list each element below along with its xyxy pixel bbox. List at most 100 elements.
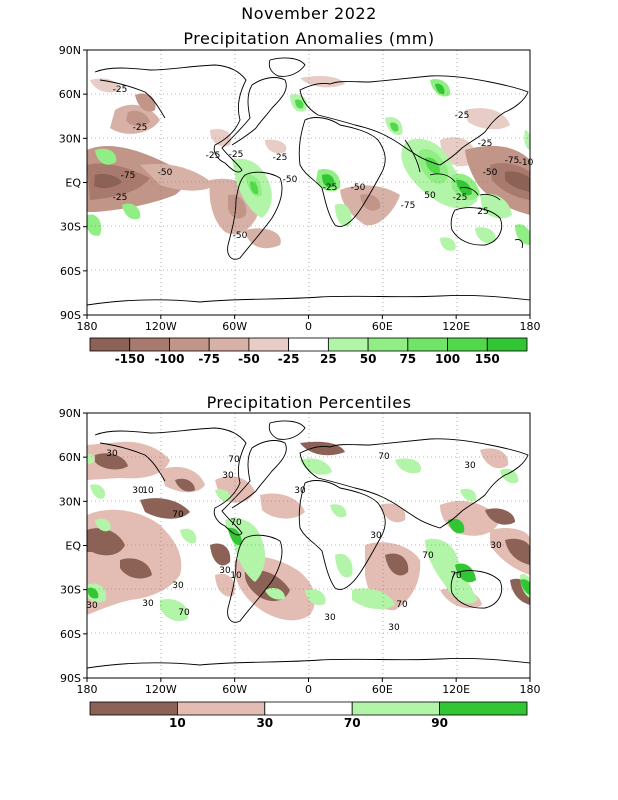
map1-lat-label-2: 30N [59, 132, 81, 145]
percentile-contour-label: 30 [294, 486, 306, 496]
map1-lat-label-1: 60N [59, 88, 81, 101]
coastlines [87, 57, 530, 306]
percentile-contour-label: 30 [490, 541, 502, 551]
percentile-colorbar-tick-label: 30 [256, 716, 273, 730]
percentile-contour-label: 30 [219, 566, 231, 576]
anomaly-colorbar-tick-label: -75 [198, 352, 220, 366]
month-title: November 2022 [241, 4, 377, 23]
percentile-colorbar-color-swatch [89, 701, 178, 716]
anomaly-contour-label: -25 [453, 193, 468, 203]
map1-lat-label-4: 30S [60, 221, 81, 234]
anomaly-contour-label: -50 [233, 231, 248, 241]
anomaly-contour-label: 50 [424, 191, 436, 201]
anomaly-colorbar-color-swatch [169, 337, 210, 352]
anomaly-colorbar-color-swatch [407, 337, 448, 352]
anomaly-colorbar-tick-label: -25 [278, 352, 300, 366]
anomaly-colorbar-color-swatch [208, 337, 250, 352]
percentile-contour-label: 10 [230, 571, 242, 581]
percentile-contour-label: 70 [230, 518, 242, 528]
percentile-contour-label: 30 [86, 601, 98, 611]
map1-lon-label-0: 180 [77, 320, 98, 333]
anomaly-colorbar-color-swatch [367, 337, 409, 352]
grid [87, 50, 530, 315]
anomaly-colorbar-tick-label: -150 [115, 352, 145, 366]
grid [87, 413, 530, 678]
anomaly-contour-label: -25 [113, 85, 128, 95]
coastlines [87, 420, 530, 669]
anomaly-contour-label: -50 [483, 168, 498, 178]
map2-lon-label-1: 120W [145, 683, 177, 696]
anomaly-contour-label: -25 [229, 150, 244, 160]
map2-lon-label-6: 180 [520, 683, 541, 696]
percentile-contour-label: 30 [388, 623, 400, 633]
percentile-contour-label: 30 [172, 581, 184, 591]
map2-lon-label-2: 60W [222, 683, 247, 696]
percentile-contour-label: 30 [222, 471, 234, 481]
anomaly-contour-label: -75 [121, 171, 136, 181]
map2-lon-label-0: 180 [77, 683, 98, 696]
map1-title: Precipitation Anomalies (mm) [183, 29, 435, 48]
percentile-colorbar-color-swatch [176, 701, 266, 716]
percentile-contour-label: 70 [378, 452, 390, 462]
anomaly-contour-label: -50 [351, 183, 366, 193]
anomaly-contour-label: -25 [455, 111, 470, 121]
anomaly-contour-label: -25 [478, 139, 493, 149]
percentile-contour-label: 30 [464, 461, 476, 471]
anomaly-colorbar-tick-label: 25 [320, 352, 337, 366]
map2-lat-label-2: 30N [59, 495, 81, 508]
percentile-contour-label: 10 [142, 486, 154, 496]
anomaly-colorbar-tick-label: 100 [435, 352, 460, 366]
percentile-colorbar-color-swatch [351, 701, 441, 716]
percentile-colorbar-color-swatch [264, 701, 353, 716]
percentile-contour-label: 70 [228, 455, 240, 465]
map1-lon-label-4: 60E [372, 320, 393, 333]
anomaly-colorbar-tick-label: -100 [154, 352, 184, 366]
anomaly-contour-label: -75 [505, 156, 520, 166]
percentile-map: 3030707030103070307030701030307070303030… [59, 407, 541, 730]
anomaly-colorbar-color-swatch [447, 337, 488, 352]
percentile-contour-label: 30 [324, 613, 336, 623]
percentile-contour-label: 70 [396, 600, 408, 610]
anomaly-colorbar-tick-label: 50 [360, 352, 377, 366]
map1-lat-label-3: EQ [65, 177, 81, 190]
map1-lon-label-1: 120W [145, 320, 177, 333]
map2-lon-label-4: 60E [372, 683, 393, 696]
anomaly-shading [87, 76, 530, 251]
anomaly-colorbar-color-swatch [288, 337, 329, 352]
map1-lon-label-5: 120E [442, 320, 470, 333]
anomaly-contour-label: -10 [519, 158, 534, 168]
anomaly-contour-label: -25 [133, 123, 148, 133]
percentile-shading [87, 441, 530, 678]
anomaly-contour-label: -50 [283, 175, 298, 185]
anomaly-contour-label: -75 [401, 201, 416, 211]
map2-lon-label-3: 0 [305, 683, 312, 696]
percentile-colorbar-color-swatch [439, 701, 528, 716]
percentile-contour-label: 30 [370, 531, 382, 541]
map1-lon-label-3: 0 [305, 320, 312, 333]
percentile-colorbar-tick-label: 70 [344, 716, 361, 730]
anomaly-contour-label: -25 [273, 153, 288, 163]
map2-lat-label-5: 60S [60, 628, 81, 641]
anomaly-colorbar-color-swatch [129, 337, 170, 352]
anomaly-colorbar-tick-label: 150 [475, 352, 500, 366]
percentile-contour-label: 70 [178, 608, 190, 618]
anomaly-colorbar-color-swatch [327, 337, 369, 352]
anomaly-contour-label: -25 [113, 193, 128, 203]
anomaly-map: -25-25-75 -50-25 -25 -25-50-25 -50-25-50-75-… [59, 44, 541, 366]
anomaly-colorbar-color-swatch [248, 337, 290, 352]
anomaly-contour-label: 25 [477, 207, 488, 217]
anomaly-colorbar-tick-label: 75 [399, 352, 416, 366]
percentile-colorbar-tick-label: 10 [169, 716, 186, 730]
map2-lat-label-3: EQ [65, 540, 81, 553]
percentile-contour-label: 70 [450, 571, 462, 581]
anomaly-contour-label: -25 [206, 151, 221, 161]
percentile-contour-label: 30 [132, 486, 144, 496]
anomaly-contour-label: -50 [158, 168, 173, 178]
map1-lat-label-0: 90N [59, 44, 81, 57]
anomaly-colorbar-tick-label: -50 [238, 352, 260, 366]
percentile-colorbar-tick-label: 90 [431, 716, 448, 730]
map1-lon-label-2: 60W [222, 320, 247, 333]
map2-lat-label-1: 60N [59, 451, 81, 464]
percentile-contour-label: 70 [422, 551, 434, 561]
